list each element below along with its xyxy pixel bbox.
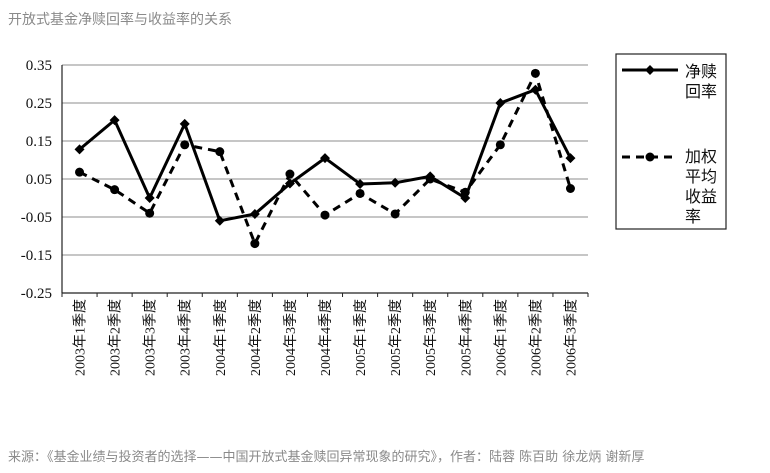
- legend-label-2: 收益: [685, 187, 717, 206]
- legend-marker-2: [645, 152, 655, 162]
- y-tick-label: 0.25: [26, 96, 52, 112]
- data-point: [390, 209, 400, 219]
- legend-label-1: 回率: [685, 82, 717, 101]
- x-tick-label: 2005年2季度: [388, 299, 404, 376]
- x-tick-label: 2004年3季度: [283, 299, 299, 376]
- data-point: [250, 239, 260, 249]
- data-point: [390, 177, 401, 188]
- data-point: [355, 188, 365, 198]
- data-point: [145, 208, 155, 218]
- data-point: [565, 153, 576, 164]
- source-caption: 来源：《基金业绩与投资者的选择——中国开放式基金赎回异常现象的研究》，作者：陆蓉…: [8, 450, 645, 465]
- legend-label-1: 净赎: [685, 62, 717, 81]
- data-point: [495, 140, 505, 150]
- legend-label-2: 率: [685, 207, 701, 226]
- data-point: [109, 115, 120, 126]
- data-point: [284, 178, 295, 189]
- data-point: [285, 169, 295, 179]
- x-tick-label: 2004年2季度: [248, 299, 264, 376]
- y-tick-label: -0.05: [21, 210, 52, 226]
- data-point: [180, 140, 190, 150]
- data-point: [425, 174, 435, 184]
- data-point: [144, 193, 155, 203]
- data-point: [74, 144, 85, 155]
- y-tick-label: 0.15: [26, 134, 52, 150]
- x-tick-label: 2004年4季度: [318, 299, 334, 376]
- chart: 0.35 0.25 0.15 0.05 -0.05 -0.15 -0.25 2003年1季度 2…: [21, 53, 727, 376]
- data-point: [355, 178, 366, 189]
- x-tick-label: 2003年2季度: [108, 299, 124, 376]
- y-tick-label: -0.15: [21, 248, 52, 264]
- data-point: [320, 153, 330, 164]
- x-tick-label: 2006年1季度: [493, 299, 509, 376]
- data-point: [75, 167, 85, 177]
- data-point: [320, 210, 330, 220]
- legend-label-2: 平均: [685, 167, 717, 186]
- data-point: [530, 68, 540, 78]
- data-point: [215, 147, 225, 157]
- legend-marker-1: [645, 65, 655, 75]
- y-tick-label: -0.25: [21, 286, 52, 302]
- data-point: [460, 187, 470, 197]
- page-title: 开放式基金净赎回率与收益率的关系: [8, 12, 232, 28]
- data-point: [214, 215, 225, 226]
- x-tick-label: 2005年3季度: [423, 299, 439, 376]
- data-point: [179, 118, 190, 129]
- data-point: [565, 184, 575, 193]
- x-tick-label: 2003年4季度: [178, 299, 194, 376]
- data-point: [110, 185, 120, 195]
- x-tick-label: 2005年1季度: [353, 299, 369, 376]
- y-tick-label: 0.05: [26, 172, 52, 188]
- x-tick-label: 2006年2季度: [528, 299, 544, 376]
- data-point: [495, 98, 506, 108]
- y-tick-label: 0.35: [26, 58, 52, 74]
- data-point: [249, 208, 260, 219]
- x-tick-label: 2005年4季度: [458, 299, 474, 376]
- x-tick-label: 2003年1季度: [73, 299, 89, 376]
- legend-label-2: 加权: [685, 147, 717, 166]
- x-tick-label: 2003年3季度: [143, 299, 159, 376]
- x-tick-label: 2004年1季度: [213, 299, 229, 376]
- x-tick-label: 2006年3季度: [563, 299, 579, 376]
- data-point: [530, 84, 541, 95]
- legend-box: [615, 53, 727, 230]
